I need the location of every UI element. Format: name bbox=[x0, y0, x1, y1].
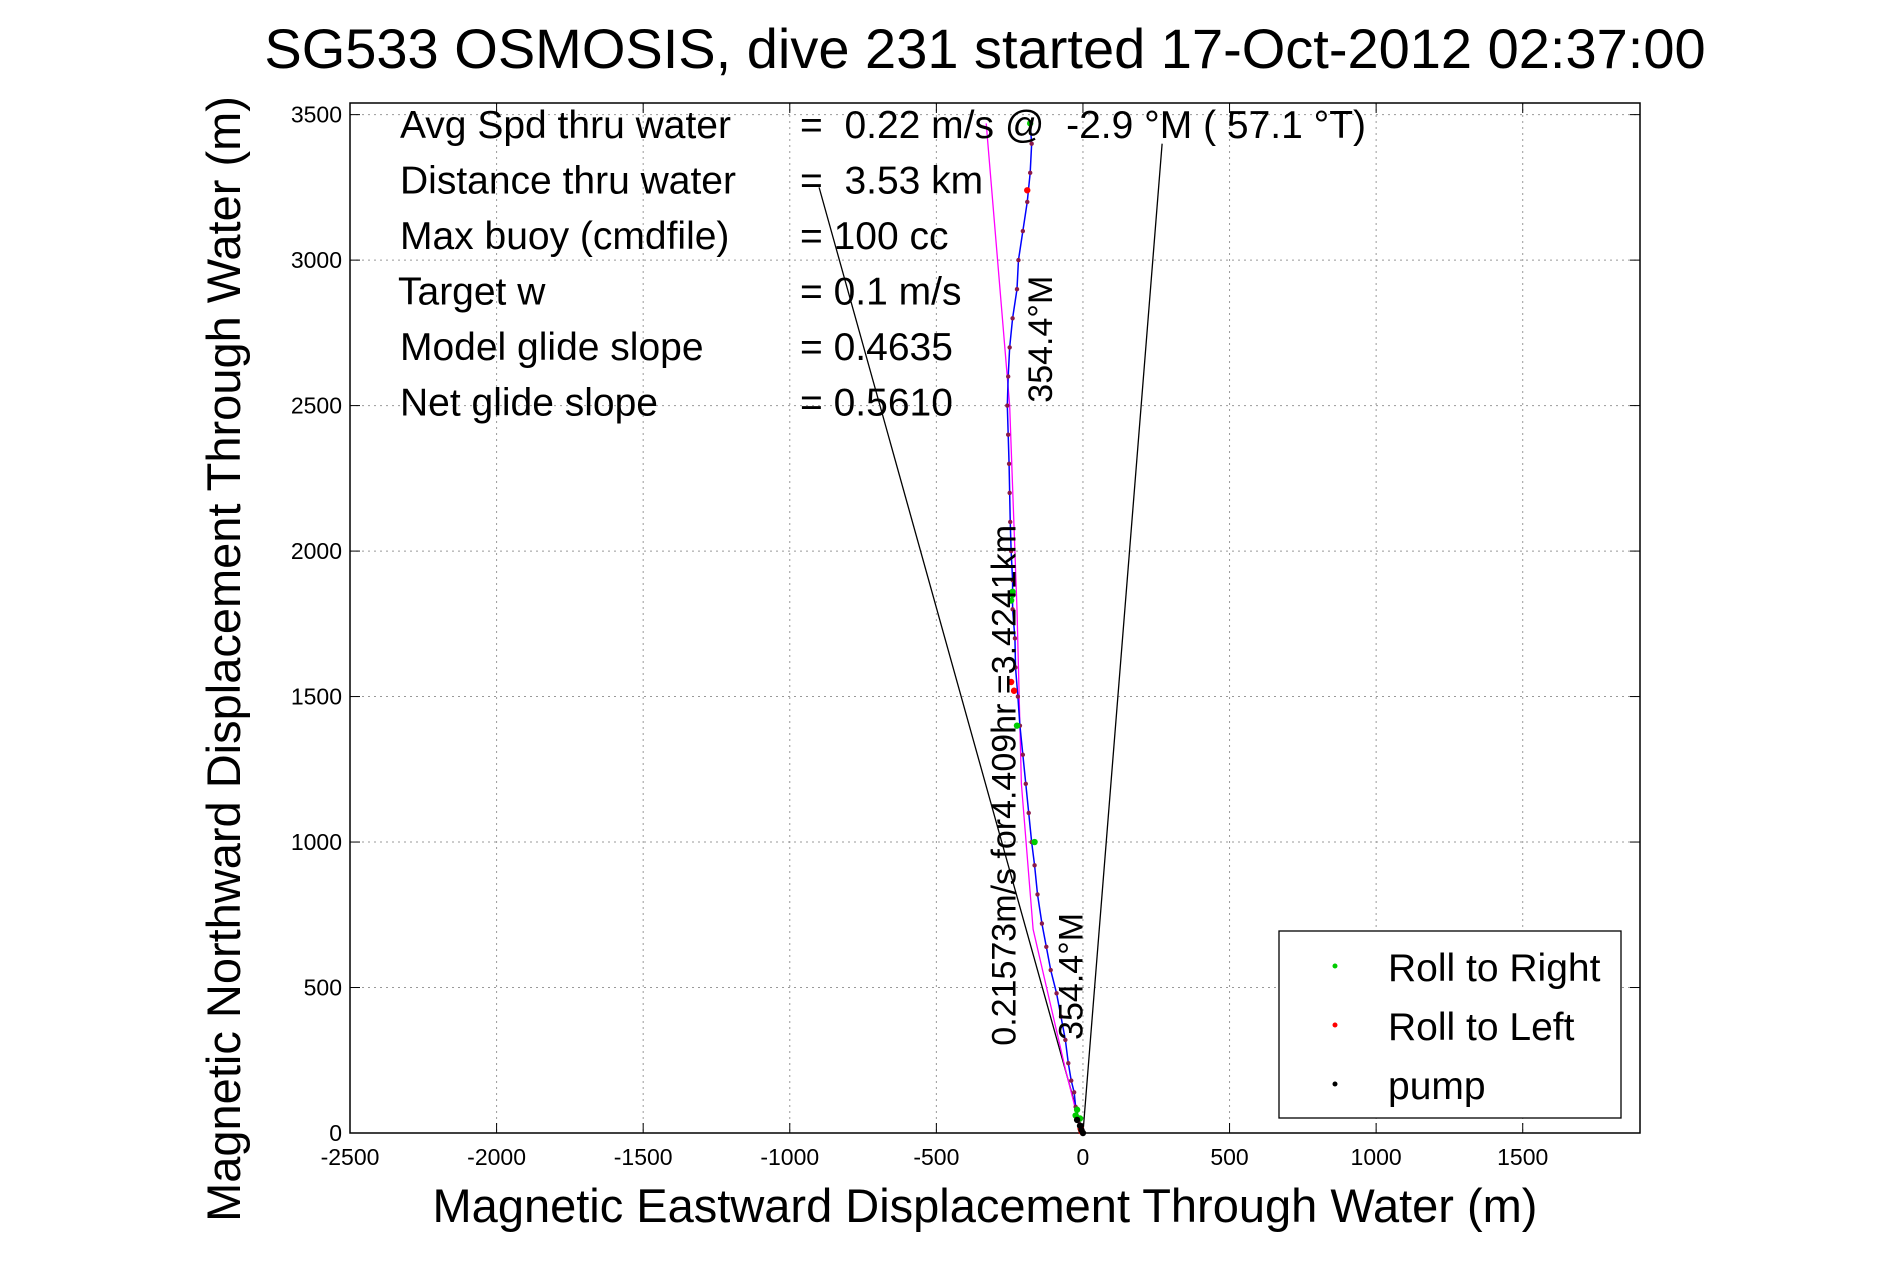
stat-value: = 0.1 m/s bbox=[800, 271, 961, 314]
x-tick-label: 0 bbox=[1077, 1144, 1090, 1170]
track-point bbox=[1071, 1090, 1077, 1095]
x-axis-label: Magnetic Eastward Displacement Through W… bbox=[433, 1179, 1538, 1232]
track-point bbox=[1058, 1014, 1064, 1019]
y-tick-label: 500 bbox=[304, 975, 342, 1001]
stat-label: Max buoy (cmdfile) bbox=[400, 215, 729, 258]
track-point bbox=[1005, 374, 1011, 379]
track-point bbox=[1054, 991, 1059, 996]
track-point bbox=[1063, 1037, 1068, 1043]
series-point-roll-to-right bbox=[1026, 120, 1034, 127]
legend-marker bbox=[1332, 963, 1338, 969]
track-point bbox=[1007, 490, 1012, 496]
track-point bbox=[1020, 752, 1026, 757]
legend-label: pump bbox=[1388, 1065, 1486, 1108]
track-point bbox=[1008, 519, 1013, 525]
track-point bbox=[1014, 287, 1020, 292]
track-point bbox=[1035, 892, 1040, 897]
legend: Roll to Right Roll to Left pump bbox=[1278, 930, 1622, 1119]
x-tick-label: -500 bbox=[913, 1144, 959, 1170]
legend-marker bbox=[1332, 1022, 1338, 1028]
x-tick-label: 500 bbox=[1210, 1144, 1248, 1170]
x-tick-label: -1000 bbox=[760, 1144, 819, 1170]
x-tick-label: 1500 bbox=[1497, 1144, 1548, 1170]
track-point bbox=[1027, 170, 1033, 176]
y-axis-label: Magnetic Northward Displacement Through … bbox=[197, 96, 250, 1222]
track-point bbox=[1013, 665, 1018, 670]
track-point bbox=[1006, 461, 1012, 466]
track-point bbox=[1015, 694, 1021, 699]
series-point-roll-to-right bbox=[1007, 597, 1015, 604]
series-point-roll-to-right bbox=[1073, 1106, 1081, 1113]
legend-marker bbox=[1332, 1081, 1338, 1087]
series-point-roll-to-left bbox=[1010, 687, 1018, 694]
series-point-roll-to-left bbox=[1007, 678, 1015, 686]
stat-label: Target w bbox=[398, 271, 546, 314]
stat-label: Model glide slope bbox=[400, 326, 704, 369]
series-point-roll-to-right bbox=[1013, 722, 1021, 729]
track-point bbox=[1005, 403, 1010, 408]
track-point bbox=[1025, 199, 1030, 205]
x-tick-label: -2000 bbox=[467, 1144, 526, 1170]
chart-title: SG533 OSMOSIS, dive 231 started 17-Oct-2… bbox=[264, 17, 1705, 80]
track-point bbox=[1048, 967, 1053, 973]
heading-line-right bbox=[1082, 143, 1163, 1134]
stat-label: Avg Spd thru water bbox=[400, 104, 731, 147]
track-point bbox=[1020, 228, 1026, 234]
track-point bbox=[1010, 607, 1015, 612]
track-magenta bbox=[985, 123, 1083, 1134]
track-point bbox=[1029, 141, 1034, 146]
track-point bbox=[1069, 1078, 1074, 1083]
track-point bbox=[1044, 944, 1049, 949]
track-point bbox=[1016, 257, 1021, 263]
annotation-label: 354.4°M bbox=[1022, 276, 1060, 403]
series-point-roll-to-right bbox=[1009, 588, 1016, 596]
stat-label: Net glide slope bbox=[400, 382, 658, 425]
track-line bbox=[1006, 123, 1084, 1134]
x-tick-label: -2500 bbox=[321, 1144, 380, 1170]
plot-area: -2500 -2000 -1500 -1000 -500 0 500 1000 1500 0 500… bbox=[291, 102, 1641, 1170]
stat-label: Distance thru water bbox=[400, 160, 736, 203]
x-tick-label: 1000 bbox=[1351, 1144, 1402, 1170]
stat-value: = 3.53 km bbox=[800, 160, 983, 203]
stat-value: = 0.5610 bbox=[800, 382, 953, 425]
heading-line-left bbox=[818, 187, 1084, 1134]
series-point-roll-to-left bbox=[1024, 187, 1031, 194]
annotation-label: 0.21573m/s for4.409hr =3.4241km bbox=[986, 525, 1024, 1046]
y-tick-label: 2500 bbox=[291, 393, 342, 419]
legend-label: Roll to Right bbox=[1388, 947, 1601, 990]
series-point-roll-to-right bbox=[1031, 838, 1038, 846]
track-point bbox=[1026, 810, 1031, 816]
y-tick-label: 3000 bbox=[291, 247, 342, 273]
track-point bbox=[1010, 316, 1015, 321]
series-point-pump bbox=[1076, 1122, 1084, 1129]
annotation-label: 354.4°M bbox=[1053, 913, 1091, 1040]
track-point bbox=[1039, 921, 1045, 926]
y-tick-label: 1500 bbox=[291, 684, 342, 710]
plot-frame bbox=[349, 102, 1641, 1134]
track-point bbox=[1032, 863, 1037, 868]
track-point bbox=[1066, 1060, 1071, 1066]
y-tick-label: 3500 bbox=[291, 102, 342, 128]
stat-value: = 0.22 m/s @ -2.9 °M ( 57.1 °T) bbox=[800, 104, 1366, 147]
track-point bbox=[1008, 548, 1014, 554]
track-point bbox=[1010, 577, 1015, 583]
series-point-pump bbox=[1073, 1116, 1081, 1124]
track-point bbox=[1007, 345, 1012, 350]
y-tick-label: 0 bbox=[329, 1120, 342, 1146]
stats-block: Avg Spd thru water = 0.22 m/s @ -2.9 °M (… bbox=[398, 104, 1366, 425]
legend-label: Roll to Left bbox=[1388, 1006, 1575, 1049]
track-point bbox=[1005, 432, 1011, 437]
y-tick-label: 1000 bbox=[291, 829, 342, 855]
track-point bbox=[1023, 781, 1028, 787]
x-tick-label: -1500 bbox=[614, 1144, 673, 1170]
stat-value: = 0.4635 bbox=[800, 326, 953, 369]
y-tick-label: 2000 bbox=[291, 538, 342, 564]
track-point bbox=[1012, 636, 1018, 641]
stat-value: = 100 cc bbox=[800, 215, 949, 258]
